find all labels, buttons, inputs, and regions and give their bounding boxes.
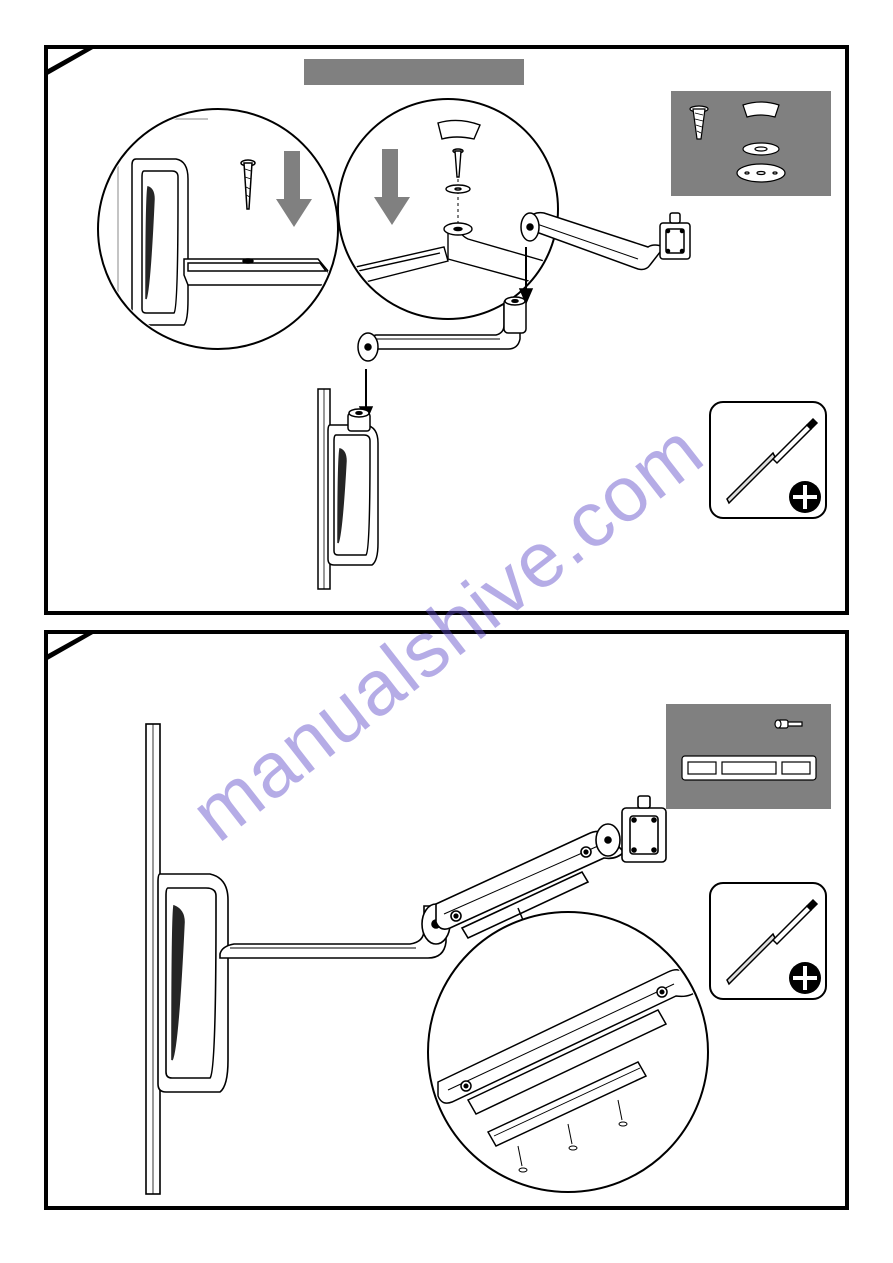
parts-illustration xyxy=(671,91,831,196)
screwdriver-icon xyxy=(711,884,829,1002)
title-bar xyxy=(304,59,524,85)
tool-box xyxy=(709,401,827,519)
screwdriver-icon xyxy=(711,403,829,521)
main-diagram-step6 xyxy=(308,199,728,599)
step-number-label: 7 xyxy=(54,636,61,650)
step-number-label: 6 xyxy=(54,51,61,65)
panel-step-7: 7 xyxy=(44,630,849,1210)
instruction-page: manualshive.com 6 xyxy=(0,0,893,1263)
panel-step-6: 6 xyxy=(44,45,849,615)
corner-notch xyxy=(44,45,100,77)
tool-box xyxy=(709,882,827,1000)
corner-notch xyxy=(44,630,100,662)
callout-circle-cable-cover xyxy=(418,902,718,1202)
parts-box xyxy=(671,91,831,196)
